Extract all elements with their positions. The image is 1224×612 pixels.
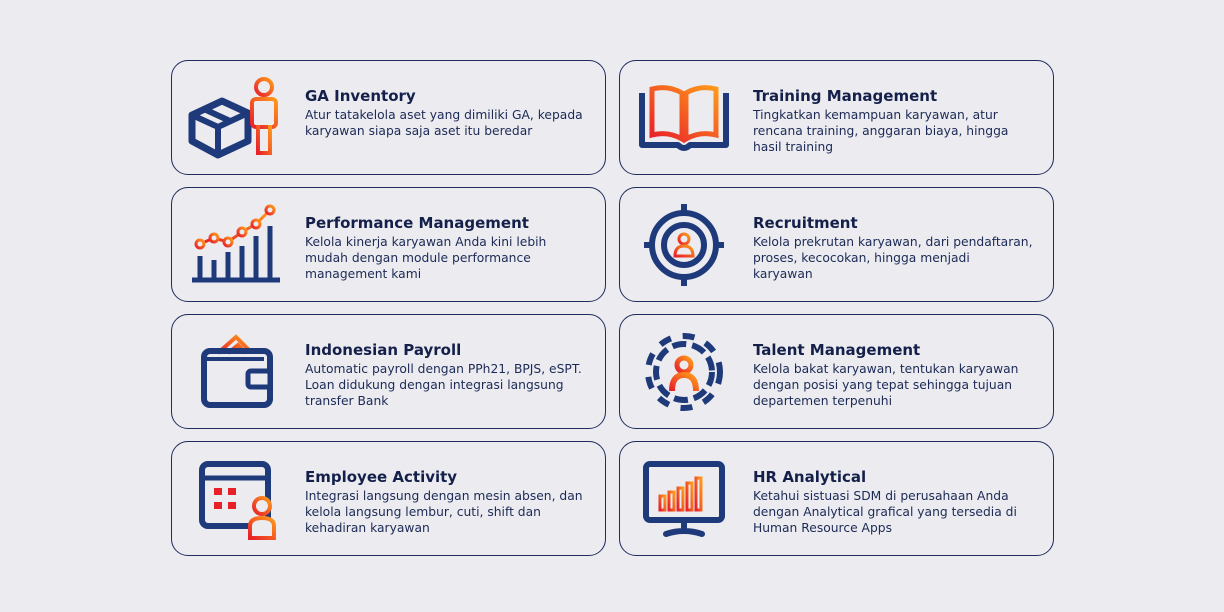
card-description: Tingkatkan kemampuan karyawan, atur renc…: [753, 108, 1009, 154]
card-title: Performance Management: [305, 214, 529, 232]
card-description: Kelola bakat karyawan, tentukan karyawan…: [753, 362, 1019, 408]
gear-person-icon: [645, 333, 723, 411]
card-title: Talent Management: [753, 341, 921, 359]
card-description: Automatic payroll dengan PPh21, BPJS, eS…: [305, 362, 582, 408]
wallet-icon: [201, 334, 273, 408]
card-indonesian-payroll[interactable]: Indonesian Payroll Automatic payroll deng…: [171, 314, 606, 429]
card-description: Kelola kinerja karyawan Anda kini lebih …: [305, 235, 547, 281]
card-description: Atur tatakelola aset yang dimiliki GA, k…: [305, 108, 583, 138]
card-ga-inventory[interactable]: GA Inventory Atur tatakelola aset yang di…: [171, 60, 606, 175]
card-description: Kelola prekrutan karyawan, dari pendafta…: [753, 235, 1033, 281]
card-recruitment[interactable]: Recruitment Kelola prekrutan karyawan, da…: [619, 187, 1054, 302]
card-description: Integrasi langsung dengan mesin absen, d…: [305, 489, 583, 535]
box-person-icon: [188, 77, 278, 159]
target-person-icon: [644, 204, 724, 286]
card-title: Employee Activity: [305, 468, 458, 486]
card-title: Indonesian Payroll: [305, 341, 462, 359]
card-hr-analytical[interactable]: HR Analytical Ketahui sistuasi SDM di per…: [619, 441, 1054, 556]
monitor-chart-icon: [643, 461, 725, 537]
card-title: Recruitment: [753, 214, 858, 232]
card-title: Training Management: [753, 87, 938, 105]
card-title: GA Inventory: [305, 87, 416, 105]
card-title: HR Analytical: [753, 468, 867, 486]
card-performance-management[interactable]: Performance Management Kelola kinerja kar…: [171, 187, 606, 302]
book-icon: [639, 85, 729, 151]
growth-chart-icon: [192, 204, 280, 283]
calendar-person-icon: [199, 461, 276, 540]
card-description: Ketahui sistuasi SDM di perusahaan Anda …: [753, 489, 1017, 535]
card-employee-activity[interactable]: Employee Activity Integrasi langsung deng…: [171, 441, 606, 556]
card-talent-management[interactable]: Talent Management Kelola bakat karyawan, …: [619, 314, 1054, 429]
card-training-management[interactable]: Training Management Tingkatkan kemampuan …: [619, 60, 1054, 175]
modules-grid: GA Inventory Atur tatakelola aset yang di…: [171, 60, 1054, 556]
